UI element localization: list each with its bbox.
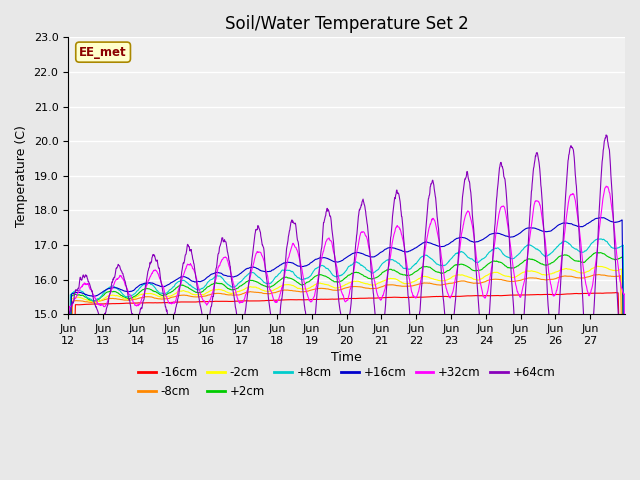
+32cm xyxy=(614,263,622,269)
-16cm xyxy=(152,300,159,306)
+64cm xyxy=(614,309,622,314)
-8cm xyxy=(478,280,486,286)
Line: -2cm: -2cm xyxy=(68,266,625,480)
+16cm xyxy=(321,255,329,261)
Line: +64cm: +64cm xyxy=(68,135,625,480)
+32cm xyxy=(621,471,629,477)
+8cm xyxy=(614,245,622,251)
-2cm xyxy=(559,266,567,272)
-2cm xyxy=(152,292,159,298)
-8cm xyxy=(152,295,159,301)
+2cm xyxy=(321,273,329,279)
+2cm xyxy=(332,279,340,285)
+8cm xyxy=(332,274,340,279)
Legend: -16cm, -8cm, -2cm, +2cm, +8cm, +16cm, +32cm, +64cm: -16cm, -8cm, -2cm, +2cm, +8cm, +16cm, +3… xyxy=(133,362,560,403)
-8cm xyxy=(595,272,603,277)
Y-axis label: Temperature (C): Temperature (C) xyxy=(15,125,28,227)
Line: +2cm: +2cm xyxy=(68,252,625,480)
-8cm xyxy=(332,288,340,293)
-2cm xyxy=(594,264,602,269)
-16cm xyxy=(321,296,329,302)
+32cm xyxy=(152,267,159,273)
+64cm xyxy=(559,233,567,239)
-2cm xyxy=(478,276,486,282)
+32cm xyxy=(602,183,610,189)
-16cm xyxy=(478,293,486,299)
-8cm xyxy=(559,274,567,279)
-8cm xyxy=(614,274,622,279)
-2cm xyxy=(332,285,340,291)
+16cm xyxy=(598,215,605,220)
+64cm xyxy=(152,255,159,261)
X-axis label: Time: Time xyxy=(332,351,362,364)
+32cm xyxy=(478,287,486,292)
+16cm xyxy=(152,281,159,287)
+2cm xyxy=(614,256,622,262)
+64cm xyxy=(621,473,629,479)
-8cm xyxy=(321,286,329,291)
+2cm xyxy=(152,288,159,294)
+64cm xyxy=(602,132,610,138)
-16cm xyxy=(559,291,567,297)
Line: -8cm: -8cm xyxy=(68,275,625,480)
+16cm xyxy=(559,220,567,226)
Line: +8cm: +8cm xyxy=(68,239,625,480)
+16cm xyxy=(332,259,340,264)
Line: +32cm: +32cm xyxy=(68,186,625,480)
+64cm xyxy=(321,213,329,219)
-16cm xyxy=(612,290,620,296)
+2cm xyxy=(478,267,486,273)
-2cm xyxy=(321,282,329,288)
-16cm xyxy=(614,290,622,296)
-16cm xyxy=(332,296,340,302)
+8cm xyxy=(321,264,329,270)
+32cm xyxy=(559,241,567,247)
+32cm xyxy=(332,260,340,265)
Line: -16cm: -16cm xyxy=(68,293,625,480)
+8cm xyxy=(478,256,486,262)
+2cm xyxy=(559,252,567,258)
Line: +16cm: +16cm xyxy=(68,217,625,480)
+8cm xyxy=(152,285,159,291)
+64cm xyxy=(478,335,486,341)
+16cm xyxy=(478,237,486,243)
Text: EE_met: EE_met xyxy=(79,46,127,59)
+64cm xyxy=(332,264,340,270)
+8cm xyxy=(559,239,567,245)
+8cm xyxy=(595,236,602,241)
-2cm xyxy=(614,267,622,273)
Title: Soil/Water Temperature Set 2: Soil/Water Temperature Set 2 xyxy=(225,15,468,33)
+2cm xyxy=(593,250,601,255)
+32cm xyxy=(321,241,329,247)
+16cm xyxy=(614,219,622,225)
